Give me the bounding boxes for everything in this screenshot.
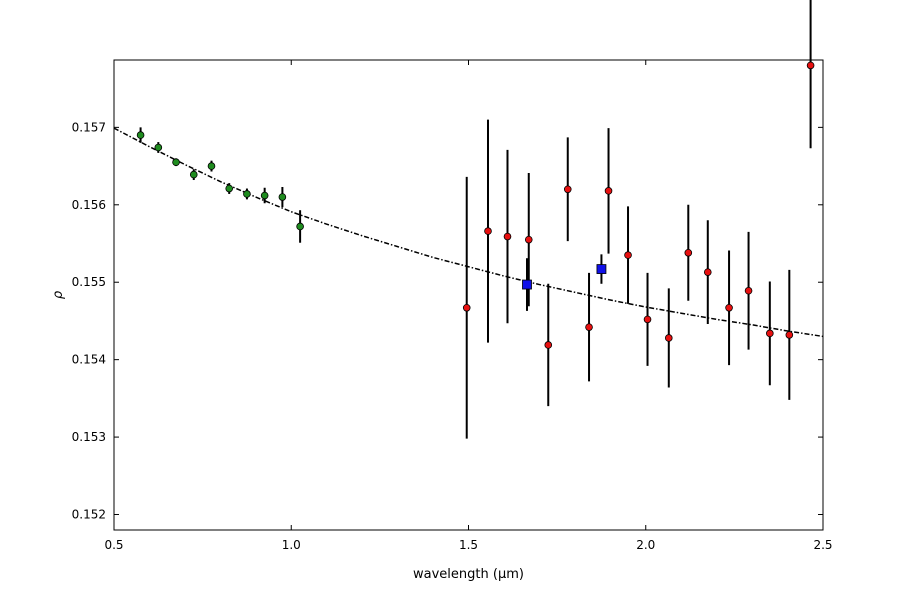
data-point <box>703 268 712 276</box>
x-tick-label: 1.0 <box>282 538 301 552</box>
fit-curve-layer <box>113 127 824 338</box>
data-point <box>503 232 512 241</box>
data-point <box>296 222 304 231</box>
data-point <box>544 341 553 349</box>
data-point <box>189 170 198 179</box>
data-point <box>585 323 593 331</box>
data-point <box>524 235 533 244</box>
data-point <box>684 249 693 257</box>
data-point <box>766 329 774 338</box>
data-point <box>785 331 794 339</box>
data-point <box>225 184 234 193</box>
data-point <box>725 303 733 312</box>
x-axis-label: wavelength (μm) <box>413 567 524 582</box>
data-point <box>154 143 163 152</box>
data-point <box>207 162 216 170</box>
x-axis-ticks: 0.5 1.0 1.5 2.0 2.5 <box>104 60 833 552</box>
y-tick-label: 0.157 <box>72 120 106 134</box>
y-axis-ticks: 0.152 0.153 0.154 0.155 0.156 0.157 <box>72 120 823 522</box>
data-point <box>643 315 652 324</box>
data-point <box>806 61 815 70</box>
data-point <box>744 286 753 295</box>
y-tick-label: 0.153 <box>72 430 106 444</box>
data-point <box>278 193 287 201</box>
data-point <box>260 191 269 200</box>
data-point-square <box>596 264 607 274</box>
x-tick-label: 0.5 <box>104 538 123 552</box>
y-tick-label: 0.155 <box>72 275 106 289</box>
data-point <box>136 131 145 139</box>
data-point <box>664 334 673 342</box>
data-point <box>484 227 492 235</box>
data-point <box>624 251 632 259</box>
data-point <box>243 190 251 198</box>
fit-curve <box>113 127 824 338</box>
x-tick-label: 2.5 <box>813 538 832 552</box>
x-tick-label: 2.0 <box>636 538 655 552</box>
y-tick-label: 0.154 <box>72 353 106 367</box>
data-point <box>462 303 471 312</box>
y-axis-label: ρ <box>51 290 66 299</box>
data-point-square <box>522 279 532 290</box>
x-tick-label: 1.5 <box>459 538 478 552</box>
data-point <box>172 158 180 167</box>
marker-layer <box>136 61 815 349</box>
data-point <box>563 185 572 194</box>
y-tick-label: 0.156 <box>72 198 106 212</box>
data-point <box>604 187 613 195</box>
y-tick-label: 0.152 <box>72 508 106 522</box>
